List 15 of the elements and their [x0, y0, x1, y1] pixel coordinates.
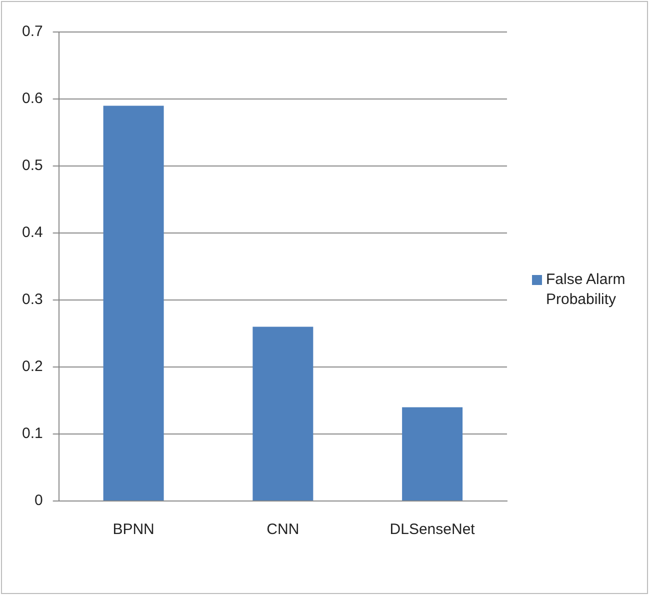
x-tick-label: CNN [266, 521, 300, 538]
y-tick-label: 0.6 [22, 90, 43, 108]
y-tick-label: 0 [34, 492, 43, 510]
y-tick-label: 0.4 [22, 224, 43, 242]
y-tick-label: 0.2 [22, 358, 43, 376]
y-tick-label: 0.3 [22, 291, 43, 308]
y-tick-label: 0.5 [22, 157, 43, 174]
bar [103, 106, 164, 500]
bar [252, 326, 314, 500]
bar [402, 407, 463, 500]
y-tick-label: 0.7 [22, 23, 43, 40]
x-tick-label: DLSenseNet [390, 521, 476, 538]
legend-label: False Alarm Probability [546, 270, 626, 310]
y-tick-label: 0.1 [22, 425, 43, 442]
x-tick-label: BPNN [112, 521, 154, 538]
